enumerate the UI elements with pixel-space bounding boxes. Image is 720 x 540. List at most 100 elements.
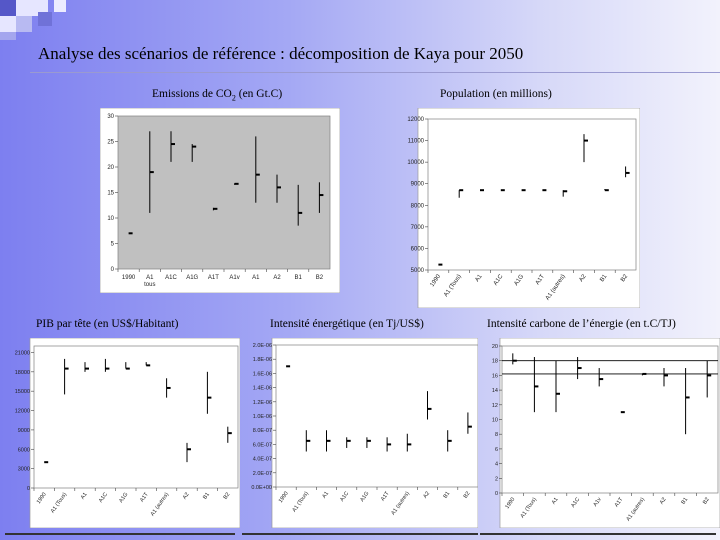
pib-plot-area [33, 345, 239, 489]
co2-ytick-label: 20 [107, 165, 114, 171]
pib-ytick-label: 0 [27, 486, 30, 492]
pib-label: PIB par tête (en US$/Habitant) [36, 318, 179, 330]
ie-plot-area [275, 344, 478, 488]
decor-square-5 [38, 12, 52, 26]
population-label: Population (en millions) [440, 88, 552, 100]
ie-xtick-label: A1C [339, 491, 350, 503]
co2-ytick-label: 5 [111, 242, 115, 248]
co2-xtick-label: B1 [295, 275, 303, 281]
pop-ytick-label: 11000 [408, 139, 425, 145]
ie-xtick-label: A1T [380, 490, 391, 502]
decor-square-3 [0, 16, 16, 32]
co2-xtick-label: A1 [146, 275, 154, 281]
ie-ytick-label: 1.8E-06 [253, 357, 272, 363]
pib-xtick-label: 1990 [36, 492, 48, 505]
ic-ytick-label: 6 [495, 447, 498, 453]
co2-label: Emissions de CO2 (en Gt.C) [152, 88, 283, 103]
decor-square-6 [16, 16, 32, 32]
ic-xtick-label: B1 [680, 497, 689, 506]
ic-ytick-label: 4 [495, 462, 498, 468]
bottom-rule-left [5, 533, 235, 535]
pib-xtick-label: A1G [118, 492, 129, 504]
pib-xtick-label: A1T [139, 491, 150, 503]
ie-ytick-label: 8.0E-07 [253, 428, 272, 434]
ic-ytick-label: 20 [492, 344, 498, 350]
ic-ytick-label: 2 [495, 476, 498, 482]
pop-xtick-label: A1C [493, 273, 505, 287]
pib-xtick-label: B2 [223, 492, 232, 501]
co2-xtick-label: A1C [165, 275, 177, 281]
pib-xtick-label: B1 [202, 492, 211, 501]
ic-xtick-label: 1990 [504, 497, 516, 510]
ic-xtick-label: A1 [551, 497, 560, 506]
co2-plot-area [117, 115, 331, 270]
pib-xtick-label: A2 [182, 492, 191, 501]
carbon-intensity-label: Intensité carbone de l’énergie (en t.C/T… [487, 318, 676, 330]
co2-xtick-label: A2 [273, 275, 281, 281]
ic-ytick-label: 18 [492, 359, 498, 365]
pop-ytick-label: 12000 [407, 117, 424, 123]
ie-ytick-label: 6.0E-07 [253, 442, 272, 448]
pop-xtick-label: A1T [535, 273, 546, 286]
pop-ytick-label: 9000 [411, 182, 425, 188]
ie-ytick-label: 1.4E-06 [253, 386, 272, 392]
co2-ytick-label: 15 [107, 191, 114, 197]
decor-square-2 [16, 0, 32, 16]
co2-xtick-label: B2 [316, 275, 324, 281]
bottom-rule-right [480, 533, 716, 535]
pib-xtick-label: A1C [98, 492, 109, 504]
ie-ytick-label: 1.2E-06 [253, 400, 272, 406]
ie-xtick-label: A2 [422, 491, 431, 500]
ic-xtick-label: A1v [592, 497, 602, 508]
energy-intensity-label: Intensité énergétique (en Tj/US$) [270, 318, 424, 330]
co2-ytick-label: 30 [107, 114, 114, 120]
bottom-rule-mid [242, 533, 478, 535]
co2-ytick-label: 25 [107, 140, 114, 146]
ie-ytick-label: 4.0E-07 [253, 457, 272, 463]
pop-ytick-label: 10000 [407, 160, 424, 166]
co2-xtick-label: A1G [186, 275, 198, 281]
pib-xtick-label: A1 [80, 492, 89, 501]
decor-square-1 [0, 0, 16, 16]
decor-square-7 [0, 32, 16, 40]
ic-xtick-label: A2 [659, 497, 668, 506]
pop-xtick-label: B1 [599, 273, 609, 283]
pib-ytick-label: 12000 [15, 409, 30, 415]
pop-plot-area [427, 118, 637, 271]
energy-intensity-chart: 0.0E+00 2.0E-07 4.0E-07 6.0E-07 8.0E-07 1.0E-… [251, 338, 478, 528]
pop-xtick-label: A1G [513, 273, 525, 287]
pib-ytick-label: 6000 [18, 447, 30, 453]
ic-ytick-label: 10 [492, 418, 498, 424]
ie-xtick-label: 1990 [278, 491, 290, 504]
pop-xtick-label: A2 [579, 273, 589, 283]
co2-ytick-label: 0 [111, 267, 115, 273]
pop-ytick-label: 6000 [411, 246, 425, 252]
co2-xtick-label: A1v [229, 275, 239, 281]
ic-ytick-label: 0 [495, 491, 498, 497]
title-divider [30, 72, 720, 73]
pop-xtick-label: B2 [620, 273, 630, 283]
ie-xtick-label: B1 [443, 491, 452, 500]
ic-ytick-label: 14 [492, 388, 498, 394]
pib-ytick-label: 9000 [18, 428, 30, 434]
ie-xtick-label: A1 [321, 491, 330, 500]
ie-xtick-label: B2 [463, 491, 472, 500]
co2-xtick-label: A1T [208, 275, 219, 281]
co2-xtick-label: A1 [252, 275, 260, 281]
pop-ytick-label: 7000 [411, 225, 425, 231]
pib-ytick-label: 15000 [15, 389, 30, 395]
ie-ytick-label: 2.0E-06 [253, 343, 272, 349]
ic-ytick-label: 16 [492, 373, 498, 379]
ic-xtick-label: A1C [570, 497, 581, 509]
pop-ytick-label: 8000 [411, 203, 425, 209]
ic-xtick-label: A1T [614, 496, 625, 508]
co2-ytick-label: 10 [107, 216, 114, 222]
decor-square-8 [54, 0, 66, 12]
ie-xtick-label: A1G [359, 491, 370, 503]
ie-ytick-label: 1.0E-06 [253, 414, 272, 420]
co2-xtick-label: tous [144, 282, 155, 288]
co2-xtick-label: 1990 [122, 275, 136, 281]
